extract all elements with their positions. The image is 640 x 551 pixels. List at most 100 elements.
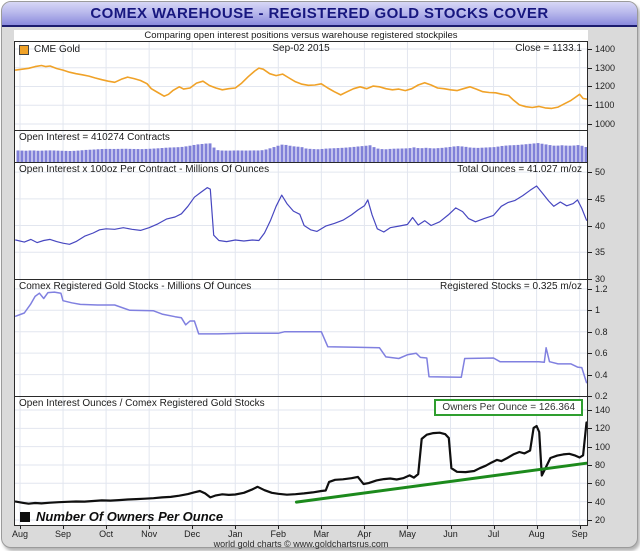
y-axis-tick-label: 40 xyxy=(595,496,606,507)
plot-area: CME Gold Sep-02 2015 Close = 1133.1 Open… xyxy=(14,41,588,526)
x-axis-month-label: Mar xyxy=(313,529,330,539)
cme-gold-legend-label: CME Gold xyxy=(34,44,81,55)
y-axis-tick xyxy=(588,353,592,355)
owners-per-ounce-value-box: Owners Per Ounce = 126.364 xyxy=(434,399,583,416)
x-axis-tick xyxy=(407,526,409,529)
registered-stocks-chart xyxy=(15,280,587,396)
open-interest-bars-chart xyxy=(16,131,587,162)
x-axis-tick xyxy=(364,526,366,529)
x-axis-tick xyxy=(192,526,194,529)
x-axis-month-label: Sep xyxy=(571,529,588,539)
y-axis-tick xyxy=(588,48,592,50)
chart-date: Sep-02 2015 xyxy=(272,43,330,54)
x-axis-month-label: Apr xyxy=(357,529,372,539)
y-axis-tick-label: 80 xyxy=(595,459,606,470)
y-axis-tick xyxy=(588,225,592,227)
y-axis-tick-label: 1000 xyxy=(595,118,616,129)
y-axis-tick xyxy=(588,464,592,466)
y-axis-tick-label: 140 xyxy=(595,405,611,415)
x-axis-month-label: May xyxy=(398,529,416,539)
panel-registered-stocks: Comex Registered Gold Stocks - Millions … xyxy=(14,279,588,397)
y-axis-tick xyxy=(588,105,592,107)
total-ounces-value: Total Ounces = 41.027 m/oz xyxy=(457,164,582,175)
y-axis-tick-label: 40 xyxy=(595,220,606,231)
x-axis-month-label: Jan xyxy=(227,529,243,539)
panel-owners-per-ounce: Open Interest Ounces / Comex Registered … xyxy=(14,396,588,526)
chart-title: COMEX WAREHOUSE - REGISTERED GOLD STOCKS… xyxy=(90,5,549,22)
x-axis-month-label: Jun xyxy=(443,529,458,539)
attribution-text: world gold charts © www.goldchartsrus.co… xyxy=(213,539,389,549)
y-axis-tick-label: 1300 xyxy=(595,62,616,73)
x-axis-tick xyxy=(63,526,65,529)
owners-legend-label: Number Of Owners Per Ounce xyxy=(36,509,224,524)
y-axis-tick-label: 0.2 xyxy=(595,391,608,401)
y-axis-tick-label: 120 xyxy=(595,423,611,434)
y-axis-tick-label: 1400 xyxy=(595,43,616,54)
subtitle-strip: Comparing open interest positions versus… xyxy=(14,30,588,41)
y-axis-tick-label: 35 xyxy=(595,247,606,258)
x-axis-month-label: Dec xyxy=(184,529,201,539)
y-axis-tick-label: 100 xyxy=(595,441,611,452)
month-axis: Aug Sep Oct Nov Dec Jan Feb Mar Apr May Jun Jul Aug S… xyxy=(12,526,588,540)
y-axis-tick xyxy=(588,410,592,411)
y-axis-tick xyxy=(588,446,592,448)
y-axis-tick-label: 50 xyxy=(595,167,606,178)
owners-per-ounce-chart xyxy=(15,397,587,525)
y-axis-tick xyxy=(588,501,592,503)
y-axis-tick xyxy=(588,331,592,333)
y-axis-tick-label: 0.6 xyxy=(595,348,608,359)
registered-stocks-title: Comex Registered Gold Stocks - Millions … xyxy=(19,281,252,292)
owners-legend-swatch-icon xyxy=(20,511,30,522)
right-axis-labels: 1000 1100 1200 1300 1400 30 35 40 45 50 0.2 0.4 0.6 0… xyxy=(588,41,636,526)
x-axis-month-label: Jul xyxy=(487,529,500,539)
close-value: Close = 1133.1 xyxy=(515,43,582,54)
y-axis-tick xyxy=(588,288,592,290)
x-axis-tick xyxy=(493,526,495,529)
x-axis-tick xyxy=(579,526,581,529)
cme-gold-chart xyxy=(15,42,587,130)
registered-stocks-value: Registered Stocks = 0.325 m/oz xyxy=(439,281,582,292)
panel-open-interest-bars: Open Interest = 410274 Contracts xyxy=(14,130,588,163)
panel-total-ounces: Open Interest x 100oz Per Contract - Mil… xyxy=(14,162,588,280)
y-axis-tick-label: 45 xyxy=(595,193,606,204)
y-axis-tick xyxy=(588,483,592,485)
panel-cme-gold: CME Gold Sep-02 2015 Close = 1133.1 xyxy=(14,41,588,131)
y-axis-tick-label: 1 xyxy=(595,305,601,316)
x-axis-tick xyxy=(278,526,280,529)
total-ounces-title: Open Interest x 100oz Per Contract - Mil… xyxy=(19,164,270,175)
y-axis-tick xyxy=(588,252,592,254)
x-axis-tick xyxy=(536,526,538,529)
y-axis-tick xyxy=(588,519,592,521)
x-axis-month-label: Nov xyxy=(141,529,158,539)
x-axis-month-label: Oct xyxy=(99,529,114,539)
y-axis-tick-label: 0.8 xyxy=(595,326,608,337)
x-axis-tick xyxy=(106,526,108,529)
y-axis-tick xyxy=(588,428,592,430)
total-ounces-chart xyxy=(15,163,587,279)
y-axis-tick-label: 1.2 xyxy=(595,283,608,294)
y-axis-tick xyxy=(588,279,592,280)
y-axis-tick xyxy=(588,67,592,69)
open-interest-label: Open Interest = 410274 Contracts xyxy=(19,132,170,143)
x-axis-month-label: Feb xyxy=(270,529,287,539)
gold-legend-swatch-icon xyxy=(19,44,29,55)
y-axis-tick-label: 1100 xyxy=(595,100,615,111)
x-axis-tick xyxy=(149,526,151,529)
cme-gold-legend: CME Gold xyxy=(19,44,80,55)
y-axis-tick-label: 20 xyxy=(595,514,606,525)
x-axis-month-label: Aug xyxy=(11,529,28,539)
y-axis-tick xyxy=(588,172,592,174)
x-axis-tick xyxy=(321,526,323,529)
x-axis-tick xyxy=(20,526,21,529)
x-axis-tick xyxy=(235,526,237,529)
y-axis-tick-label: 60 xyxy=(595,478,606,489)
y-axis-tick-label: 0.4 xyxy=(595,369,608,380)
x-axis-month-label: Aug xyxy=(528,529,545,539)
title-bar: COMEX WAREHOUSE - REGISTERED GOLD STOCKS… xyxy=(2,2,637,27)
owners-legend: Number Of Owners Per Ounce xyxy=(20,509,223,524)
y-axis-tick-label: 1200 xyxy=(595,81,616,92)
y-axis-tick xyxy=(588,396,592,397)
chart-subtitle: Comparing open interest positions versus… xyxy=(144,30,458,41)
